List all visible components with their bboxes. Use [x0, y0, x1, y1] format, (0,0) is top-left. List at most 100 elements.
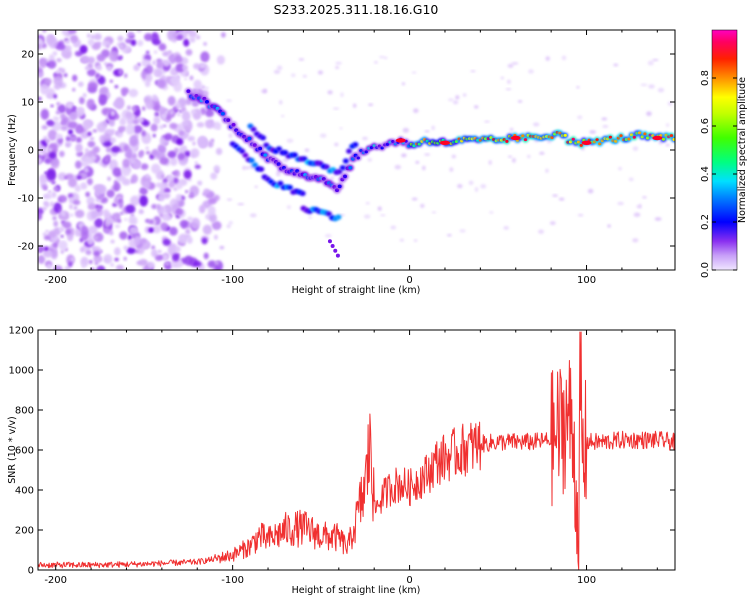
spectrogram-cell — [169, 122, 178, 130]
spectrogram-cell — [431, 125, 435, 131]
spectrogram-x-tick-label: -200 — [44, 275, 67, 286]
spectrogram-cell — [474, 187, 479, 192]
spectrogram-cell — [339, 127, 343, 130]
spectrogram-cell — [175, 193, 182, 202]
spectrogram-cell — [76, 175, 82, 180]
spectrogram-cell — [216, 55, 225, 65]
spectrogram-cell — [45, 202, 50, 208]
colorbar-tick-label: 0.6 — [700, 118, 711, 134]
spectrogram-cell — [489, 211, 494, 214]
spectrogram-cell — [194, 164, 201, 169]
spectrogram-cell — [187, 216, 193, 222]
spectrogram-cell — [141, 120, 150, 127]
spectrogram-cell — [226, 99, 232, 102]
snr-y-tick-label: 1200 — [9, 326, 34, 337]
spectrogram-peak-cell — [395, 138, 406, 143]
spectrogram-cell — [167, 95, 176, 106]
spectrogram-ridge-cell — [342, 158, 349, 164]
spectrogram-cell — [335, 61, 342, 65]
spectrogram-ridge-cell — [258, 166, 265, 172]
spectrogram-ridge-cell — [333, 248, 338, 253]
spectrogram-cell — [368, 103, 374, 107]
spectrogram-cell — [112, 167, 122, 177]
spectrogram-cell — [96, 65, 103, 71]
spectrogram-cell — [117, 218, 122, 224]
spectrogram-cell — [141, 106, 146, 111]
spectrogram-cell — [399, 238, 404, 242]
spectrogram-cell — [44, 157, 52, 165]
spectrogram-cell — [90, 210, 99, 220]
colorbar-ticks: 0.0 0.2 0.4 0.6 0.8 — [700, 70, 737, 278]
spectrogram-cell — [163, 188, 171, 193]
spectrogram-cell — [92, 146, 100, 154]
spectrogram-cell — [332, 107, 340, 110]
spectrogram-cell — [130, 39, 137, 46]
spectrogram-cell — [103, 227, 111, 234]
spectrogram-cell — [61, 221, 72, 229]
spectrogram-cell — [282, 158, 289, 162]
spectrogram-cell — [74, 209, 85, 218]
spectrogram-cell — [63, 73, 68, 78]
spectrogram-cell — [56, 58, 62, 63]
spectrogram-cell — [162, 59, 171, 67]
spectrogram-cell — [87, 203, 98, 211]
spectrogram-x-tick-label: 100 — [577, 275, 596, 286]
spectrogram-cell — [186, 236, 193, 244]
spectrogram-ridge-core — [661, 137, 666, 141]
spectrogram-cell — [83, 167, 89, 174]
spectrogram-cell — [628, 177, 634, 182]
spectrogram-ridge-cell — [327, 239, 332, 244]
snr-y-tick-label: 200 — [15, 526, 34, 537]
spectrogram-cell — [390, 225, 397, 230]
spectrogram-ridge-core — [364, 150, 368, 154]
spectrogram-cell — [181, 64, 188, 71]
spectrogram-cell — [145, 150, 151, 155]
spectrogram-cell — [125, 150, 133, 159]
spectrogram-cell — [65, 142, 71, 148]
spectrogram-cell — [92, 129, 98, 133]
spectrogram-cell — [55, 70, 60, 74]
spectrogram-ridge-core — [247, 136, 252, 141]
spectrogram-cell — [589, 130, 597, 134]
spectrogram-cell — [468, 180, 474, 185]
spectrogram-ridge-cell — [251, 162, 258, 168]
spectrogram-cell — [117, 35, 124, 42]
spectrogram-cell — [207, 197, 217, 205]
spectrogram-ridge-core — [505, 139, 509, 143]
snr-x-label: Height of straight line (km) — [292, 585, 421, 596]
spectrogram-cell — [60, 210, 66, 217]
spectrogram-cell — [654, 217, 662, 221]
spectrogram-cell — [64, 265, 71, 270]
spectrogram-cell — [545, 168, 549, 173]
spectrogram-ridge-core — [231, 122, 236, 127]
spectrogram-cell — [118, 68, 124, 76]
spectrogram-cell — [135, 105, 139, 110]
spectrogram-cell — [642, 196, 647, 199]
spectrogram-cell — [183, 169, 192, 180]
spectrogram-cell — [109, 50, 119, 62]
spectrogram-cell — [68, 112, 77, 121]
spectrogram-cell — [362, 136, 368, 141]
spectrogram-cell — [169, 109, 174, 115]
spectrogram-cell — [215, 169, 219, 174]
spectrogram-cell — [646, 111, 652, 117]
spectrogram-cell — [200, 85, 206, 90]
spectrogram-cell — [185, 49, 193, 56]
spectrogram-cell — [52, 51, 58, 57]
spectrogram-cell — [86, 178, 93, 186]
spectrogram-cell — [161, 213, 172, 222]
spectrogram-ridge-cell — [248, 157, 255, 164]
spectrogram-cell — [648, 84, 655, 89]
spectrogram-cell — [59, 150, 65, 158]
spectrogram-cell — [183, 255, 194, 266]
spectrogram-cell — [184, 150, 191, 157]
spectrogram-cell — [123, 144, 130, 153]
spectrogram-cell — [201, 237, 208, 245]
spectrogram-cell — [181, 110, 191, 122]
spectrogram-cell — [86, 33, 91, 38]
spectrogram-cell — [185, 98, 193, 106]
spectrogram-cell — [636, 205, 641, 209]
spectrogram-cell — [50, 104, 54, 108]
spectrogram-cell — [210, 172, 218, 180]
spectrogram-cell — [617, 201, 624, 206]
